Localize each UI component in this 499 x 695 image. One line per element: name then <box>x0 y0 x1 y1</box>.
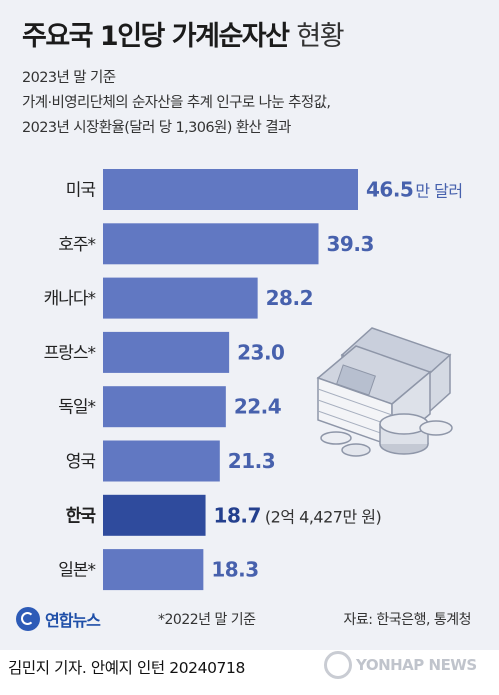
watermark: YONHAP NEWS <box>324 651 477 679</box>
category-label: 영국 <box>66 452 96 472</box>
title-suffix: 현황 <box>296 21 344 52</box>
footnote: *2022년 말 기준 <box>158 612 256 628</box>
bar <box>103 494 206 536</box>
value-unit: 만 달러 <box>415 182 462 201</box>
category-label: 일본* <box>58 561 95 581</box>
value-number: 39.3 <box>327 232 374 256</box>
category-label: 미국 <box>66 181 96 201</box>
bar <box>103 331 230 373</box>
watermark-icon <box>324 651 352 679</box>
value-number: 28.2 <box>266 286 313 310</box>
category-label: 캐나다* <box>44 289 96 309</box>
yonhap-logo: 연합뉴스 <box>16 607 101 631</box>
logo-text: 연합뉴스 <box>45 611 101 630</box>
infographic-card: 주요국 1인당 가계순자산 현황 2023년 말 기준 가계·비영리단체의 순자… <box>0 0 499 650</box>
bar <box>103 440 220 482</box>
bar <box>103 223 319 265</box>
watermark-text: YONHAP NEWS <box>356 656 477 674</box>
bar <box>103 277 258 319</box>
bar <box>103 169 358 210</box>
subtitle-line: 2023년 시장환율(달러 당 1,306원) 환산 결과 <box>22 120 291 136</box>
value-label: 39.3 <box>327 232 374 256</box>
yonhap-logo-icon <box>16 607 40 631</box>
subtitle-line: 2023년 말 기준 <box>22 70 116 86</box>
value-number: 21.3 <box>228 449 275 473</box>
category-label: 프랑스* <box>44 343 96 363</box>
value-number: 22.4 <box>234 395 281 419</box>
value-label: 18.3 <box>211 558 258 582</box>
bar <box>103 549 204 591</box>
value-label: 28.2 <box>266 286 313 310</box>
category-label: 한국 <box>66 506 97 526</box>
value-label: 23.0 <box>237 340 284 364</box>
value-label: 22.4 <box>234 395 281 419</box>
value-label: 21.3 <box>228 449 275 473</box>
source-note: 자료: 한국은행, 통계청 <box>343 612 472 628</box>
value-label: 18.7 (2억 4,427만 원) <box>214 503 382 527</box>
subtitle-line: 가계·비영리단체의 순자산을 추계 인구로 나눈 추정값, <box>22 95 331 111</box>
value-number: 18.3 <box>211 558 258 582</box>
bar <box>103 386 226 428</box>
highlight-note: (2억 4,427만 원) <box>265 507 381 526</box>
category-label: 호주* <box>58 235 95 255</box>
value-number: 23.0 <box>237 340 284 364</box>
chart-title: 주요국 1인당 가계순자산 현황 <box>22 14 345 53</box>
value-number: 46.5 <box>366 178 413 202</box>
money-stack-coins-icon <box>316 327 453 457</box>
credit-line: 김민지 기자. 안예지 인턴 20240718 <box>8 659 245 677</box>
chart-subtitle: 2023년 말 기준 가계·비영리단체의 순자산을 추계 인구로 나눈 추정값,… <box>22 66 331 141</box>
title-main: 주요국 1인당 가계순자산 <box>22 21 290 52</box>
value-label: 46.5 만 달러 <box>366 178 463 202</box>
value-number: 18.7 <box>214 503 261 527</box>
category-label: 독일* <box>58 398 95 418</box>
